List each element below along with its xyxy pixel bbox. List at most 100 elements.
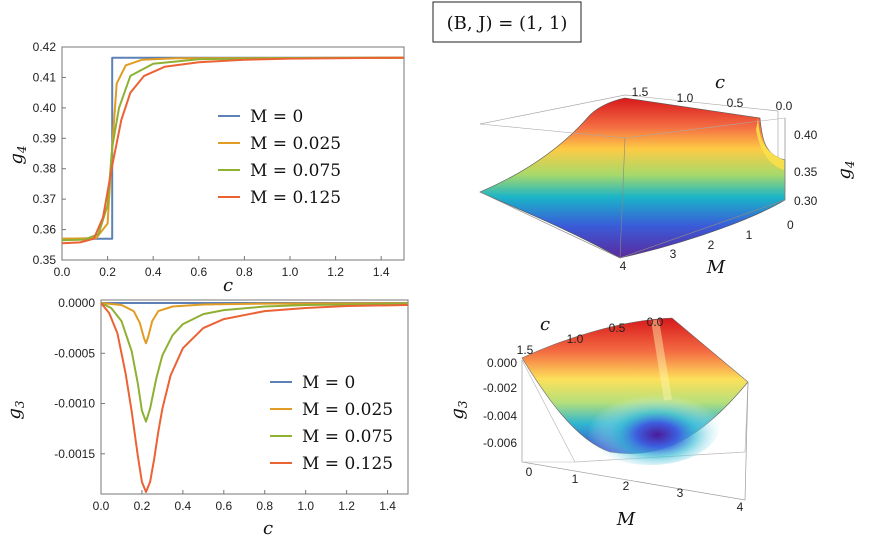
g3-surface-z-label: g3 [447,400,470,420]
g3-y-tick-label: 0.0000 [58,296,95,310]
g3-legend-label-1: M = 0.025 [302,400,393,420]
g3-surface-M-tick-label: 2 [623,479,630,493]
g4-x-tick-label: 0.0 [54,265,71,279]
g4-y-axis-label-sub: 4 [15,145,29,154]
g4-series-line-1 [61,56,405,240]
g4-surface-z-label-base: g [834,168,855,180]
g4-y-axis-label-base: g [6,153,27,165]
g4-surface-M-tick-label: 1 [746,228,753,242]
g3-x-tick-label: 0.0 [93,499,110,513]
g3-y-tick-label: -0.0005 [54,346,95,360]
g3-surface-z-label-base: g [447,408,468,420]
g3-legend-label-2: M = 0.075 [302,427,393,447]
g3-surface-c-tick-label: 1.0 [567,332,584,346]
g4-surface-cliff [756,118,784,170]
g4-legend-label-2: M = 0.075 [250,161,341,181]
g3-legend-label-0: M = 0 [302,373,355,393]
g3-surface-z-label-sub: 3 [456,400,470,408]
g3-surface-z-tick-label: -0.004 [483,409,517,423]
g3-surface-plot: 1.5 1.0 0.5 0.0 0 1 2 3 4 0.000 -0.002 -0.004 -0.006… [447,314,749,530]
g3-y-axis-label-sub: 3 [13,400,27,408]
g4-x-tick-label: 0.6 [190,265,207,279]
g4-surface-M-tick-label: 0 [787,218,794,232]
g4-x-tick-label: 0.4 [145,265,162,279]
title-box [432,1,582,43]
g4-box-front [479,118,786,259]
g3-surface-M-tick-label: 4 [737,500,744,514]
g4-legend-label-3: M = 0.125 [250,188,341,208]
g3-surface-c-label: c [540,314,550,335]
g4-surface-M-label: M [706,257,726,278]
g4-series-line-3 [61,56,405,245]
g3-series-line-3 [100,302,409,493]
g4-surface-z-tick-label: 0.30 [794,194,818,208]
g3-x-tick-label: 1.4 [379,499,396,513]
g3-x-tick-label: 0.8 [256,499,273,513]
g3-y-tick-label: -0.0015 [54,447,95,461]
g4-y-tick-label: 0.37 [33,192,57,206]
g4-y-tick-label: 0.36 [33,223,57,237]
g4-surface-c-tick-label: 1.5 [632,85,649,99]
g3-surface-z-tick-label: -0.006 [483,436,517,450]
g4-x-tick-label: 1.2 [327,265,344,279]
g4-plot-frame [61,46,405,261]
g3-surface-c-tick-label: 0.5 [609,321,626,335]
g3-surface-pit [580,385,720,465]
g3-y-tick-label: -0.0010 [54,397,95,411]
g3-series-line-1 [100,302,409,345]
g4-box-top [479,117,786,139]
g4-y-tick-label: 0.35 [33,253,57,267]
g3-x-tick-label: 0.2 [134,499,151,513]
g3-surface-M-tick-label: 3 [677,486,684,500]
g4-surface-z-label-sub: 4 [843,160,857,169]
g4-x-tick-label: 1.4 [373,265,390,279]
g4-surface-c-tick-label: 1.0 [677,91,694,105]
g3-surface-z-tick-label: -0.002 [483,381,517,395]
g3-surface-ridge [651,319,672,401]
g4-surface-c-tick-label: 0.0 [776,99,793,113]
g4-x-axis-label: c [223,275,233,296]
g4-x-tick-label: 1.0 [282,265,299,279]
g4-x-tick-label: 0.8 [236,265,253,279]
g4-legend-label-0: M = 0 [250,107,303,127]
g3-surface-z-tick-label: 0.000 [487,356,517,370]
g4-y-tick-label: 0.38 [33,162,57,176]
g3-x-tick-label: 1.0 [297,499,314,513]
g3-series-line-2 [100,302,409,423]
g4-series-line-2 [61,56,405,242]
g4-line-chart: 0.35 0.36 0.37 0.38 0.39 0.40 0.41 0.42 0.0 0.2 0… [6,40,405,296]
g4-legend-label-1: M = 0.025 [250,134,341,154]
g3-x-tick-label: 0.4 [175,499,192,513]
g3-surface-M-label: M [616,509,636,530]
g3-surface-M-tick-label: 1 [572,472,579,486]
g3-x-axis-label: c [263,518,273,539]
g3-y-axis-label: g3 [4,400,27,420]
g3-x-tick-label: 1.2 [338,499,355,513]
g4-y-tick-label: 0.40 [33,101,57,115]
g3-plot-frame [100,299,409,495]
g4-surface-z-tick-label: 0.35 [794,165,818,179]
g4-x-tick-label: 0.2 [99,265,116,279]
g4-y-tick-label: 0.42 [33,40,57,54]
g4-y-axis-label: g4 [6,145,29,164]
g3-surface-c-tick-label: 0.0 [647,315,664,329]
g3-surface-M-tick-label: 0 [526,465,533,479]
g4-surface-c-tick-label: 0.5 [727,96,744,110]
g3-y-axis-label-base: g [4,408,25,420]
g4-surface-z-tick-label: 0.40 [794,128,818,142]
g4-surface-M-tick-label: 4 [620,259,627,273]
g4-surface [479,97,786,259]
g4-box-vertical [619,137,626,259]
g4-surface-M-tick-label: 2 [708,238,715,252]
g4-series-line-0 [62,56,404,240]
g3-x-tick-label: 0.6 [215,499,232,513]
g4-surface-z-label: g4 [834,160,857,179]
g3-surface-c-tick-label: 1.5 [517,343,534,357]
g4-y-tick-label: 0.41 [33,70,57,84]
g3-line-chart: 0.0000 -0.0005 -0.0010 -0.0015 0.0 0.2 0.4 0.6… [4,296,409,539]
g4-surface-c-label: c [715,72,725,93]
g3-legend-label-3: M = 0.125 [302,454,393,474]
figure-title: (B, J) = (1, 1) [447,13,568,34]
